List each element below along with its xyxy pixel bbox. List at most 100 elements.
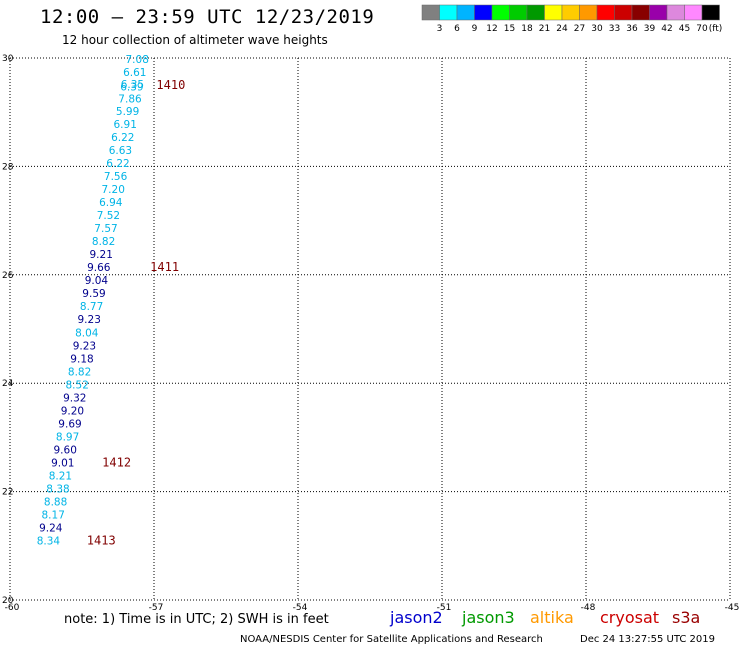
color-legend: 3 6 9 12 15 18 21 24 27 30 33 36 39 42 45 70 (ft) — [421, 4, 723, 34]
y-tick-label: 22 — [2, 488, 13, 498]
legend-swatch — [631, 4, 650, 21]
swh-point: 8.52 — [66, 379, 89, 391]
swh-point: 9.23 — [78, 314, 101, 326]
hour-annotation: 1411 — [150, 260, 179, 274]
legend-swatch — [666, 4, 685, 21]
swh-point: 6.35 — [121, 79, 144, 91]
swh-point: 7.56 — [104, 171, 128, 183]
satellite-label: jason2 — [390, 608, 443, 627]
footer-credit: NOAA/NESDIS Center for Satellite Applica… — [240, 634, 543, 645]
legend-label: 21 — [539, 24, 550, 34]
footer-timestamp: Dec 24 13:27:55 UTC 2019 — [580, 634, 715, 645]
swh-point: 9.32 — [63, 392, 86, 404]
y-tick-label: 26 — [2, 271, 14, 281]
swh-point: 8.97 — [56, 431, 79, 443]
swh-point: 9.01 — [51, 457, 74, 469]
legend-label: 9 — [472, 24, 478, 34]
swh-point: 8.38 — [46, 483, 69, 495]
legend-label: 33 — [609, 24, 620, 34]
legend-label: 6 — [454, 24, 460, 34]
swh-point: 7.08 — [126, 54, 149, 66]
y-tick-label: 28 — [2, 162, 14, 172]
swh-point: 7.86 — [118, 94, 142, 106]
legend-label: 45 — [679, 24, 690, 34]
swh-point: 9.69 — [58, 418, 81, 430]
swh-point: 6.91 — [114, 119, 137, 131]
legend-label: 36 — [626, 24, 638, 34]
legend-swatch — [526, 4, 545, 21]
swh-point: 8.82 — [92, 236, 115, 248]
swh-point: 9.04 — [85, 275, 109, 287]
legend-swatch — [491, 4, 510, 21]
chart-grid — [9, 57, 731, 601]
swh-point: 8.17 — [42, 509, 65, 521]
legend-label: 15 — [504, 24, 515, 34]
swh-point: 6.61 — [123, 67, 146, 79]
swh-point: 9.21 — [90, 249, 113, 261]
legend-label: (ft) — [709, 24, 723, 34]
swh-point: 9.20 — [61, 405, 84, 417]
y-tick-label: 30 — [2, 54, 14, 64]
axis-ticks: -60 -57 -54 -51 -48 -45 20 22 24 26 28 30 — [2, 54, 739, 613]
x-tick-label: -51 — [437, 603, 452, 613]
swh-point: 6.94 — [99, 197, 123, 209]
legend-swatch — [649, 4, 668, 21]
legend-label: 30 — [591, 24, 603, 34]
legend-swatch — [509, 4, 528, 21]
legend-label: 12 — [486, 24, 497, 34]
legend-swatch — [596, 4, 615, 21]
y-tick-label: 24 — [2, 379, 14, 389]
hour-annotation: 1413 — [87, 533, 116, 547]
legend-swatch — [474, 4, 493, 21]
satellite-label: s3a — [672, 608, 701, 627]
legend-label: 42 — [661, 24, 672, 34]
swh-point: 9.66 — [87, 262, 111, 274]
data-points: 7.086.616.356.397.865.996.916.226.636.22… — [37, 54, 149, 547]
swh-point: 6.63 — [109, 145, 132, 157]
legend-label: 39 — [644, 24, 656, 34]
swh-point: 9.23 — [73, 340, 96, 352]
swh-point: 7.20 — [102, 184, 125, 196]
x-tick-label: -57 — [149, 603, 164, 613]
swh-point: 6.22 — [106, 158, 129, 170]
legend-swatch — [544, 4, 563, 21]
legend-swatch — [561, 4, 580, 21]
legend-label: 3 — [437, 24, 443, 34]
hour-annotation: 1412 — [102, 455, 131, 469]
legend-label: 18 — [521, 24, 533, 34]
x-tick-label: -45 — [725, 603, 740, 613]
hour-annotations: 1410 1411 1412 1413 — [87, 78, 186, 547]
swh-point: 8.82 — [68, 366, 91, 378]
legend-swatch — [579, 4, 598, 21]
swh-point: 9.59 — [82, 288, 105, 300]
swh-point: 6.39 — [120, 82, 143, 94]
legend-swatch — [456, 4, 475, 21]
legend-label: 24 — [556, 24, 568, 34]
satellite-label: cryosat — [600, 608, 660, 627]
x-tick-label: -54 — [293, 603, 308, 613]
footer-note: note: 1) Time is in UTC; 2) SWH is in fe… — [64, 612, 329, 627]
satellite-label: jason3 — [462, 608, 515, 627]
y-tick-label: 20 — [2, 596, 14, 606]
swh-point: 8.88 — [44, 496, 67, 508]
x-tick-label: -48 — [581, 603, 596, 613]
swh-point: 9.24 — [39, 522, 63, 534]
legend-swatch — [421, 4, 440, 21]
swh-point: 8.04 — [75, 327, 99, 339]
swh-point: 9.60 — [54, 444, 77, 456]
hour-annotation: 1410 — [156, 78, 185, 92]
chart-subtitle: 12 hour collection of altimeter wave hei… — [62, 33, 328, 47]
legend-swatch — [684, 4, 703, 21]
swh-point: 9.18 — [70, 353, 93, 365]
swh-point: 6.22 — [111, 132, 134, 144]
chart-title: 12:00 – 23:59 UTC 12/23/2019 — [40, 6, 375, 28]
legend-swatch — [701, 4, 720, 21]
swh-point: 8.21 — [49, 470, 72, 482]
x-tick-label: -60 — [5, 603, 20, 613]
legend-swatch — [614, 4, 633, 21]
swh-point: 8.34 — [37, 535, 61, 547]
satellite-label: altika — [530, 608, 574, 627]
swh-point: 7.52 — [97, 210, 120, 222]
swh-point: 7.57 — [94, 223, 117, 235]
